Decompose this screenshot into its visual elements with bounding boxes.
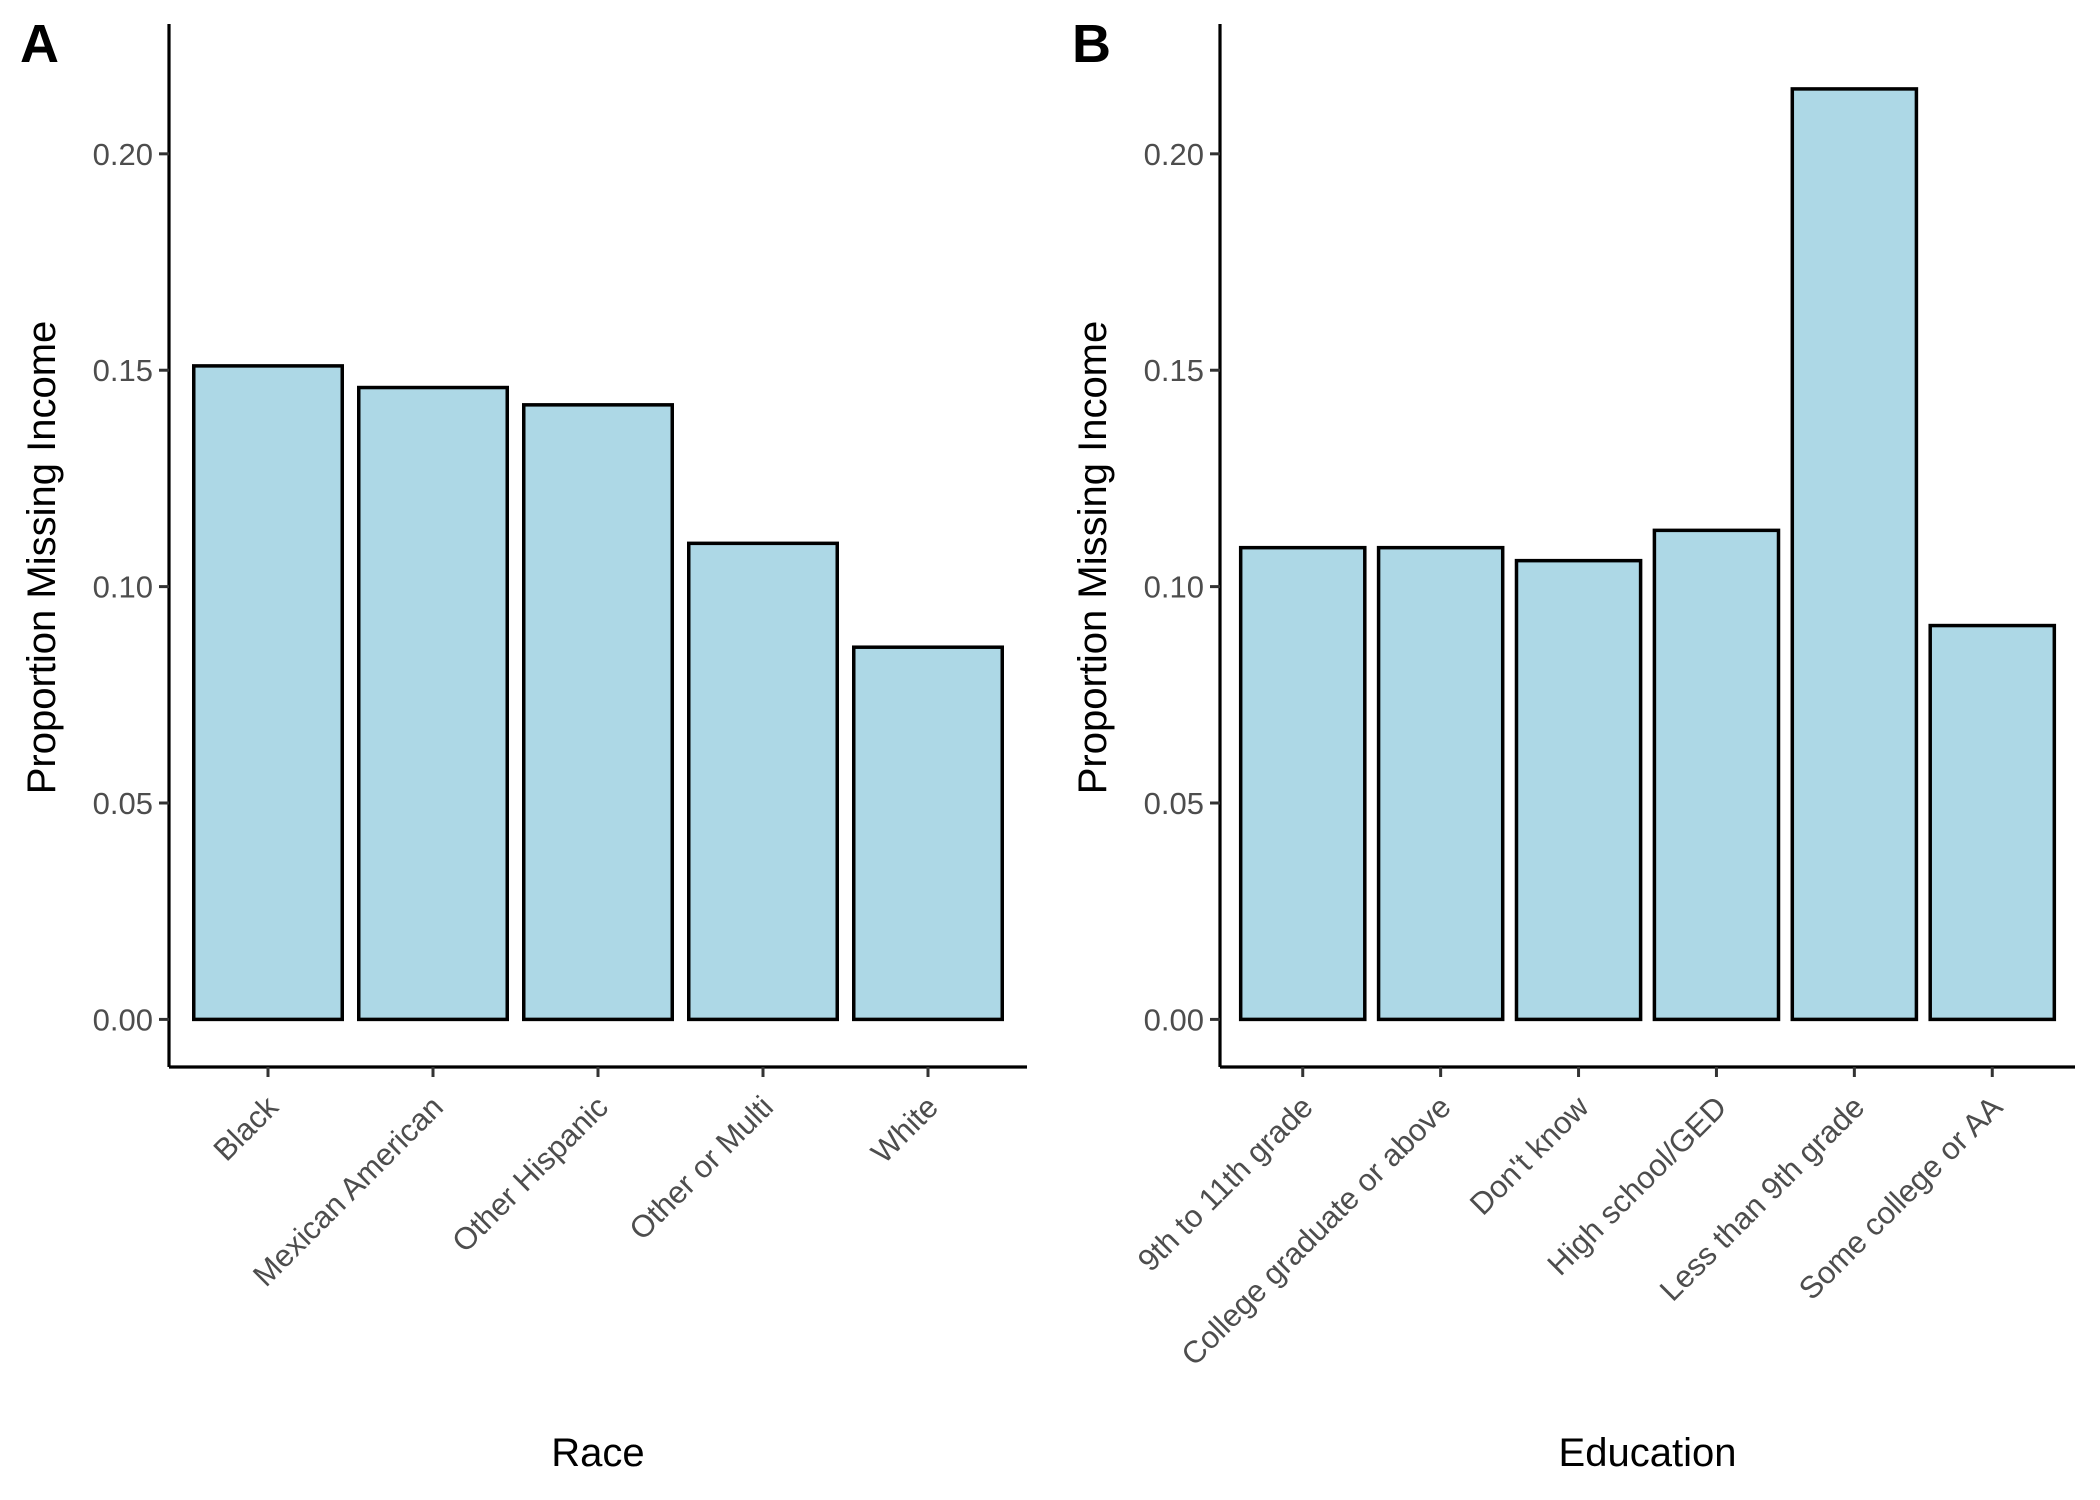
y-tick-label: 0.15 xyxy=(93,353,153,388)
bar-race-3 xyxy=(522,403,674,1022)
y-tick-label: 0.20 xyxy=(1144,137,1204,172)
panel-label: A xyxy=(20,14,59,74)
bar-education-5 xyxy=(1790,87,1919,1022)
bar-race-2 xyxy=(357,385,509,1022)
x-tick-label: Black xyxy=(207,1089,286,1168)
x-tick-label: Other Hispanic xyxy=(445,1089,615,1259)
bar-education-2 xyxy=(1376,545,1505,1022)
x-axis-title: Education xyxy=(1559,1431,1737,1475)
y-tick-label: 0.15 xyxy=(1144,353,1204,388)
x-tick-label: Don't know xyxy=(1463,1089,1596,1222)
bar-education-1 xyxy=(1238,545,1367,1022)
bar-race-5 xyxy=(852,645,1004,1022)
y-tick-label: 0.05 xyxy=(1144,786,1204,821)
y-tick-label: 0.05 xyxy=(93,786,153,821)
y-tick-label: 0.10 xyxy=(1144,570,1204,605)
bar-race-4 xyxy=(687,541,839,1022)
x-axis-title: Race xyxy=(551,1431,644,1475)
x-tick-label: White xyxy=(864,1089,945,1170)
y-tick-label: 0.20 xyxy=(93,137,153,172)
bar-education-6 xyxy=(1928,623,2057,1022)
y-axis-title: Proportion Missing Income xyxy=(20,321,64,795)
panel-label: B xyxy=(1072,14,1111,74)
y-tick-label: 0.00 xyxy=(1144,1002,1204,1037)
y-tick-label: 0.00 xyxy=(93,1002,153,1037)
y-tick-label: 0.10 xyxy=(93,570,153,605)
x-tick-label: College graduate or above xyxy=(1174,1089,1457,1372)
bar-education-3 xyxy=(1514,558,1643,1022)
x-tick-label: Other or Multi xyxy=(622,1089,780,1247)
y-axis-title: Proportion Missing Income xyxy=(1071,321,1115,795)
bar-race-1 xyxy=(192,364,344,1022)
bar-education-4 xyxy=(1652,528,1781,1022)
